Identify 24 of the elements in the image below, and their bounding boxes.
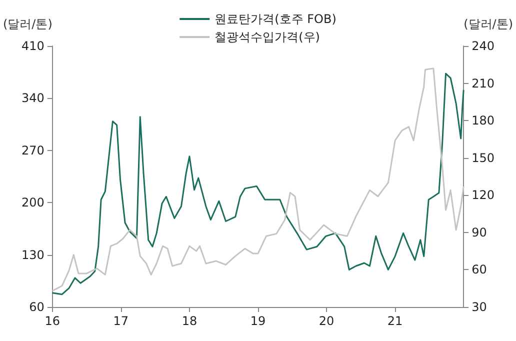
y2-tick-label: 180 — [472, 114, 494, 128]
y-tick-label: 60 — [29, 300, 44, 314]
y2-tick-label: 120 — [472, 188, 494, 202]
y-tick-label: 340 — [22, 91, 44, 106]
y-axis-title: (달러/톤) — [3, 17, 52, 31]
y2-tick-label: 240 — [472, 39, 494, 53]
y-tick-label: 130 — [22, 248, 44, 262]
y2-tick-label: 60 — [472, 262, 487, 277]
y2-tick-label: 210 — [472, 76, 494, 90]
x-tick-label: 17 — [113, 314, 129, 328]
y-tick-label: 200 — [22, 196, 44, 210]
x-tick-label: 19 — [250, 314, 266, 328]
x-tick-label: 16 — [44, 314, 60, 328]
legend-label: 원료탄가격(호주 FOB) — [214, 12, 336, 26]
y2-tick-label: 90 — [472, 225, 487, 240]
y-tick-label: 410 — [22, 39, 44, 53]
x-tick-label: 21 — [387, 314, 403, 328]
legend-label: 철광석수입가격(우) — [214, 30, 320, 44]
y2-axis-title: (달러/톤) — [464, 17, 513, 31]
y2-tick-label: 30 — [472, 300, 487, 314]
x-tick-label: 18 — [182, 314, 198, 328]
x-tick-label: 20 — [318, 314, 334, 328]
y-tick-label: 270 — [22, 143, 44, 158]
y2-tick-label: 150 — [472, 150, 494, 165]
